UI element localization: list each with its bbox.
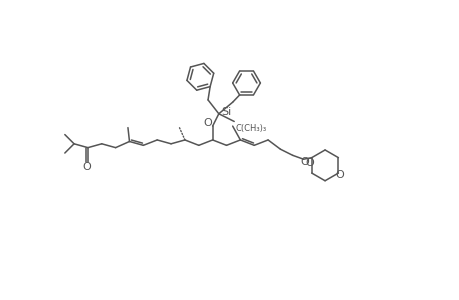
Text: O: O bbox=[305, 158, 314, 168]
Text: C(CH₃)₃: C(CH₃)₃ bbox=[235, 124, 266, 133]
Text: O: O bbox=[300, 157, 309, 167]
Text: Si: Si bbox=[221, 107, 231, 117]
Text: O: O bbox=[203, 118, 212, 128]
Text: O: O bbox=[335, 169, 344, 180]
Text: O: O bbox=[83, 162, 91, 172]
